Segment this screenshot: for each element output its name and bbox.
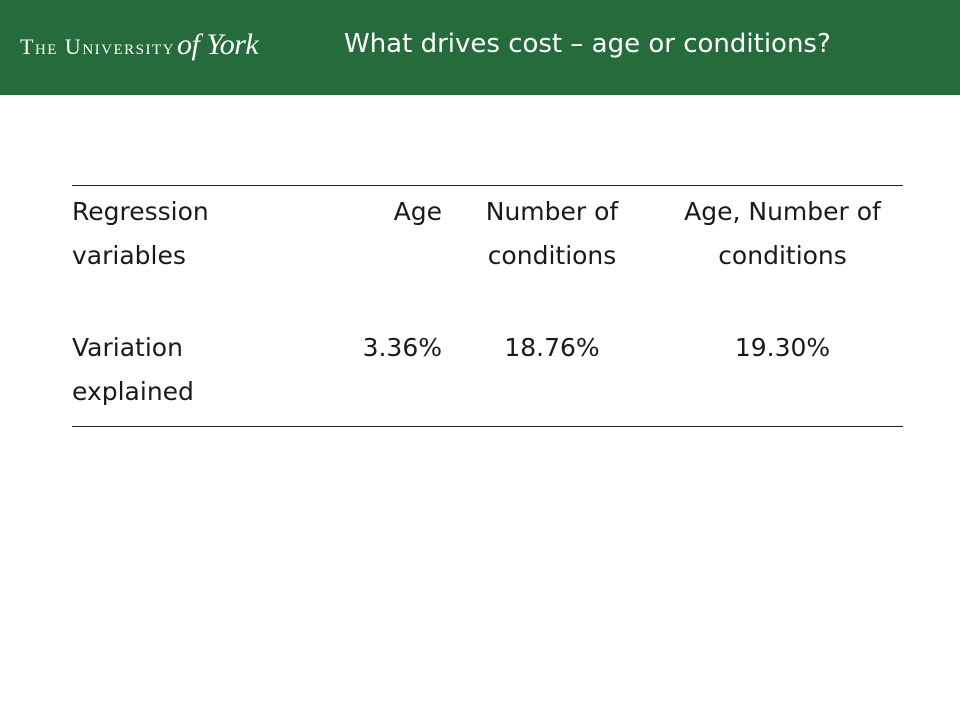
column-header-age: Age <box>393 197 442 226</box>
value-age-number-of-conditions: 19.30% <box>734 333 831 362</box>
row-label-regression-variables: Regression variables <box>72 197 209 270</box>
table-row-header: Regression variables Age Number of condi… <box>72 186 903 327</box>
column-header-number-of-conditions: Number of conditions <box>485 197 619 270</box>
column-header-age-number-of-conditions: Age, Number of conditions <box>684 197 881 270</box>
row-label-variation-explained: Variation explained <box>72 333 194 406</box>
header-bar: The University of York What drives cost … <box>0 0 960 95</box>
results-table: Regression variables Age Number of condi… <box>72 185 903 427</box>
table-row-values: Variation explained 3.36% 18.76% 19.30% <box>72 326 903 427</box>
university-logo: The University of York <box>20 28 259 68</box>
logo-script-text: of York <box>176 28 259 61</box>
value-number-of-conditions: 18.76% <box>504 333 600 362</box>
value-age: 3.36% <box>362 333 442 362</box>
logo-main-text: The University <box>20 34 175 59</box>
slide-title: What drives cost – age or conditions? <box>344 29 831 59</box>
